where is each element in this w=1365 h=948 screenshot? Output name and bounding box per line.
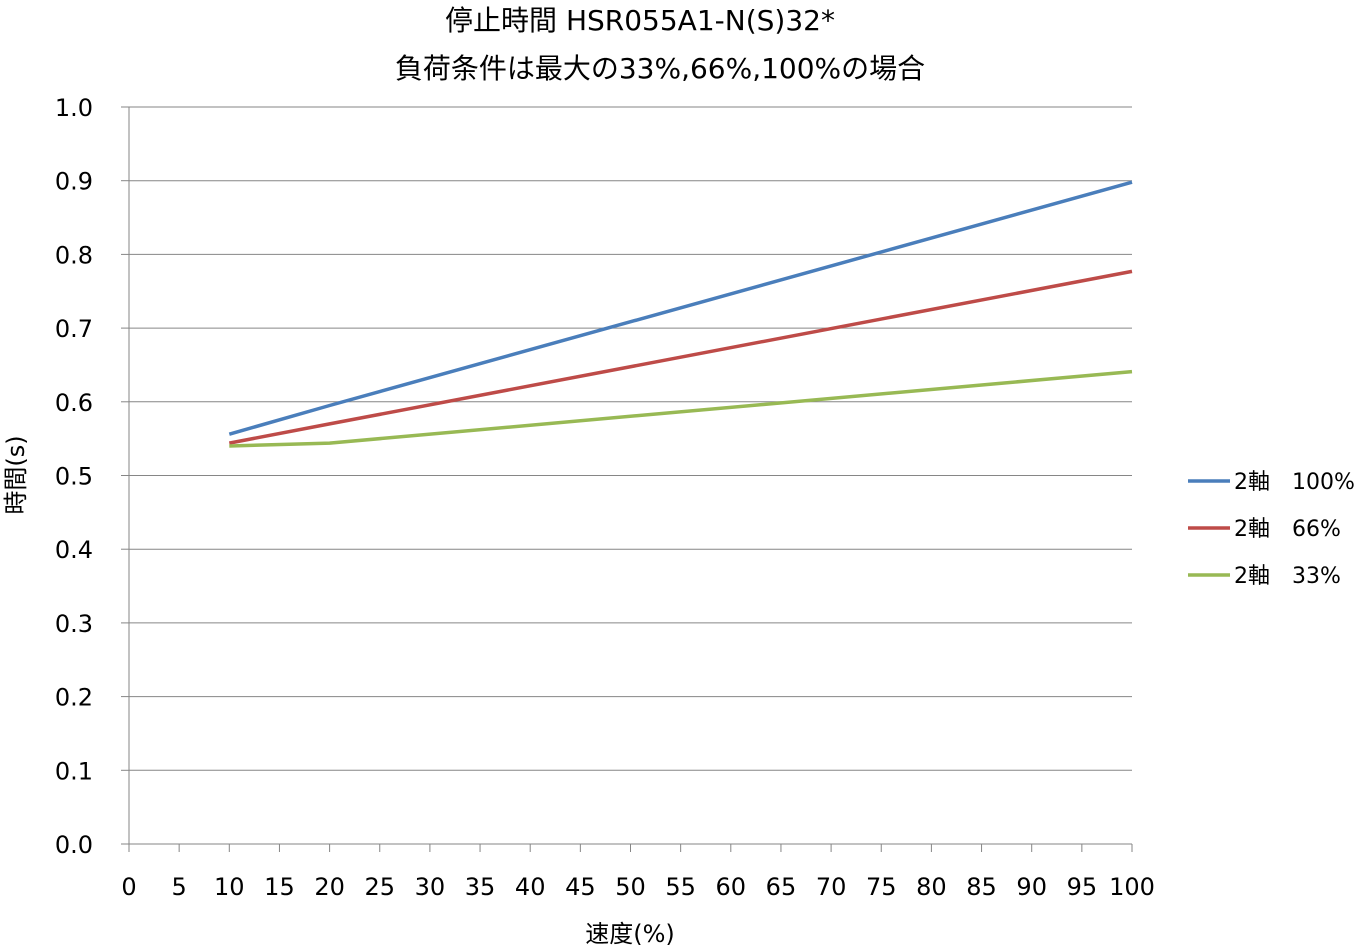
y-tick-label: 0.2 xyxy=(55,684,93,712)
x-tick-label: 45 xyxy=(565,873,596,901)
x-tick-label: 100 xyxy=(1109,873,1155,901)
series-line-2 xyxy=(228,269,1133,445)
legend-label-1: 2軸 100% xyxy=(1234,470,1355,495)
x-axis-title: 速度(%) xyxy=(585,920,675,948)
y-tick-label: 0.7 xyxy=(55,315,93,343)
legend-label-2: 2軸 66% xyxy=(1234,517,1341,542)
x-tick-label: 70 xyxy=(816,873,847,901)
x-tick-label: 90 xyxy=(1016,873,1047,901)
axis-layer: 0.0 0.1 0.2 0.3 0.4 0.5 0.6 0.7 0.8 0.9 1.0 0 5 10 15 2… xyxy=(55,94,1155,901)
x-tick-label: 55 xyxy=(665,873,696,901)
grid-layer xyxy=(129,106,1132,771)
legend: 2軸 100% 2軸 66% 2軸 33% xyxy=(1188,470,1355,589)
x-tick-label: 5 xyxy=(172,873,187,901)
series-line-3 xyxy=(229,369,1133,448)
series-line-1 xyxy=(228,180,1133,436)
x-tick-label: 15 xyxy=(264,873,295,901)
y-tick-label: 0.3 xyxy=(55,610,93,638)
y-tick-label: 0.1 xyxy=(55,757,93,785)
x-tick-label: 95 xyxy=(1067,873,1098,901)
x-tick-label: 75 xyxy=(866,873,897,901)
x-tick-label: 65 xyxy=(766,873,797,901)
x-tick-label: 60 xyxy=(716,873,747,901)
chart-title-line2: 負荷条件は最大の33%,66%,100%の場合 xyxy=(395,52,925,85)
series-layer xyxy=(228,180,1133,448)
x-tick-label: 20 xyxy=(314,873,345,901)
x-tick-label: 25 xyxy=(364,873,395,901)
x-tick-label: 40 xyxy=(515,873,546,901)
y-tick-label: 0.5 xyxy=(55,463,93,491)
y-tick-label: 0.9 xyxy=(55,168,93,196)
x-tick-label: 80 xyxy=(916,873,947,901)
x-tick-label: 50 xyxy=(615,873,646,901)
x-tick-label: 30 xyxy=(415,873,446,901)
y-tick-label: 0.6 xyxy=(55,389,93,417)
legend-label-3: 2軸 33% xyxy=(1234,564,1341,589)
chart-title-line1: 停止時間 HSR055A1-N(S)32* xyxy=(445,4,835,37)
x-tick-label: 35 xyxy=(465,873,496,901)
y-tick-label: 0.4 xyxy=(55,536,93,564)
y-tick-label: 0.0 xyxy=(55,831,93,859)
y-axis-title: 時間(s) xyxy=(2,435,30,514)
x-tick-label: 10 xyxy=(214,873,245,901)
x-tick-label: 0 xyxy=(121,873,136,901)
x-tick-label: 85 xyxy=(966,873,997,901)
y-tick-label: 1.0 xyxy=(55,94,93,122)
y-tick-label: 0.8 xyxy=(55,241,93,269)
